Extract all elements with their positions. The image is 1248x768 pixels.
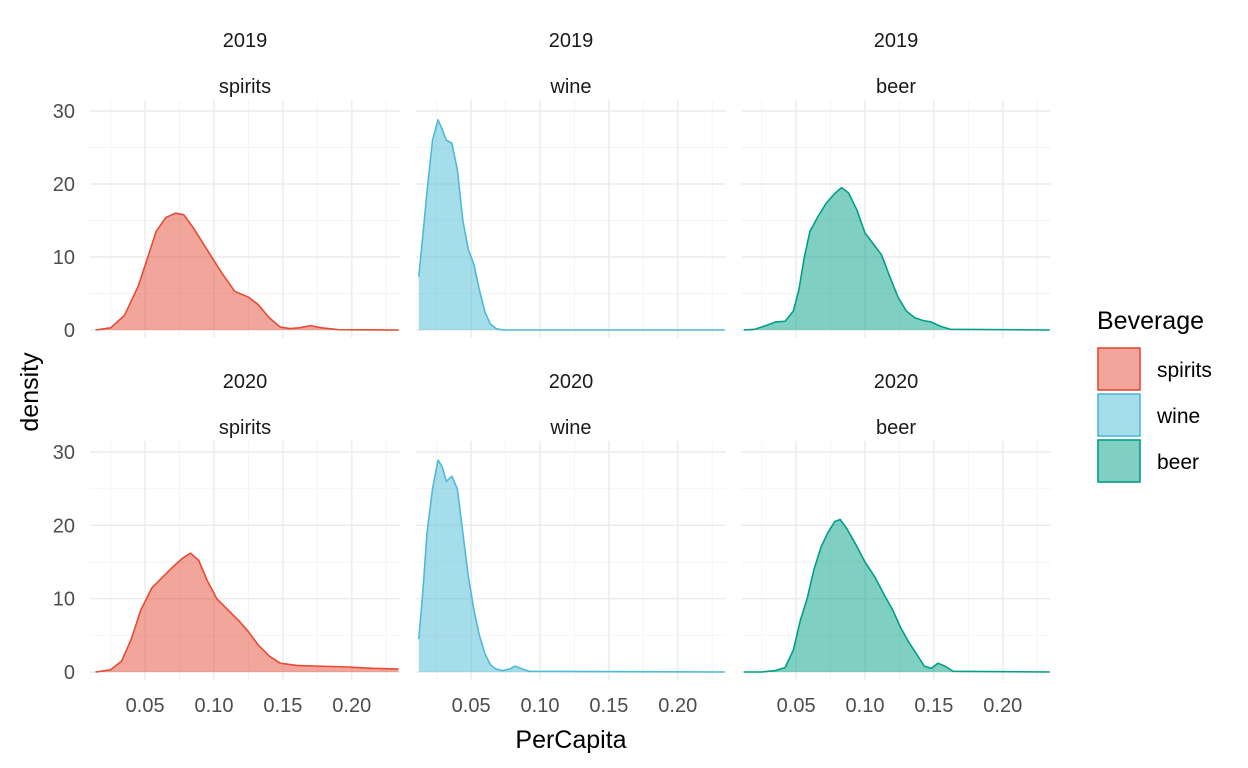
x-tick-label: 0.10 — [195, 695, 234, 717]
y-tick-label: 20 — [53, 174, 75, 196]
x-tick-label: 0.15 — [914, 695, 953, 717]
facet-beverage-label: beer — [876, 417, 916, 439]
density-line — [417, 459, 725, 673]
x-tick-label: 0.15 — [589, 695, 628, 717]
y-tick-label: 20 — [53, 515, 75, 537]
density-area — [743, 187, 1050, 330]
legend-label-spirits: spirits — [1157, 359, 1212, 382]
density-line — [743, 518, 1050, 673]
legend-swatch-beer — [1097, 439, 1141, 483]
y-tick-label: 30 — [53, 101, 75, 123]
x-tick-label: 0.20 — [658, 695, 697, 717]
facet-year-label: 2019 — [874, 30, 919, 52]
y-tick-label: 0 — [64, 320, 75, 342]
legend-label-beer: beer — [1157, 451, 1199, 474]
facet-beverage-label: spirits — [219, 417, 271, 439]
facet-year-label: 2019 — [549, 30, 594, 52]
legend-swatch-wine — [1097, 393, 1141, 437]
facet-beverage-label: beer — [876, 76, 916, 98]
panel-2020-beer: 2020 beer — [741, 371, 1051, 680]
legend-label-wine: wine — [1156, 405, 1200, 428]
x-tick-label: 0.20 — [332, 695, 371, 717]
x-tick-label: 0.05 — [777, 695, 816, 717]
facet-beverage-label: wine — [549, 417, 591, 439]
x-tick-label: 0.05 — [452, 695, 491, 717]
density-area — [418, 119, 725, 330]
density-line — [95, 552, 399, 673]
density-area — [418, 460, 725, 672]
x-tick-label: 0.10 — [521, 695, 560, 717]
density-line — [417, 118, 725, 331]
density-area — [95, 213, 399, 330]
x-tick-label: 0.15 — [263, 695, 302, 717]
panel-2019-beer: 2019 beer — [741, 30, 1051, 338]
x-axis-title: PerCapita — [515, 726, 626, 754]
facet-year-label: 2020 — [223, 371, 268, 393]
y-tick-label: 0 — [64, 662, 75, 684]
y-tick-label: 30 — [53, 442, 75, 464]
axis-layer: 0 10 20 30 0 10 20 30 0.05 0.10 0.15 0.20 0.05 0.10 0.… — [53, 101, 1022, 717]
facet-year-label: 2020 — [549, 371, 594, 393]
density-line — [95, 212, 399, 331]
y-axis-title: density — [16, 352, 44, 432]
panel-2020-wine: 2020 wine — [416, 371, 726, 680]
facet-beverage-label: wine — [549, 76, 591, 98]
y-tick-label: 10 — [53, 589, 75, 611]
panel-2019-wine: 2019 wine — [416, 30, 726, 338]
y-tick-label: 10 — [53, 247, 75, 269]
panel-2020-spirits: 2020 spirits — [90, 371, 400, 680]
x-tick-label: 0.10 — [846, 695, 885, 717]
density-area — [95, 553, 399, 672]
x-tick-label: 0.05 — [126, 695, 165, 717]
x-tick-label: 0.20 — [983, 695, 1022, 717]
density-area — [743, 519, 1050, 672]
density-line — [743, 186, 1050, 331]
panels-layer: 2019spirits2019wine2019beer2020spirits20… — [90, 30, 1051, 680]
facet-beverage-label: spirits — [219, 76, 271, 98]
facet-year-label: 2019 — [223, 30, 268, 52]
legend-swatch-spirits — [1097, 347, 1141, 391]
legend-title: Beverage — [1097, 307, 1204, 335]
legend: Beverage spirits wine beer — [1097, 307, 1212, 483]
panel-2019-spirits: 2019 spirits — [90, 30, 400, 338]
facet-year-label: 2020 — [874, 371, 919, 393]
